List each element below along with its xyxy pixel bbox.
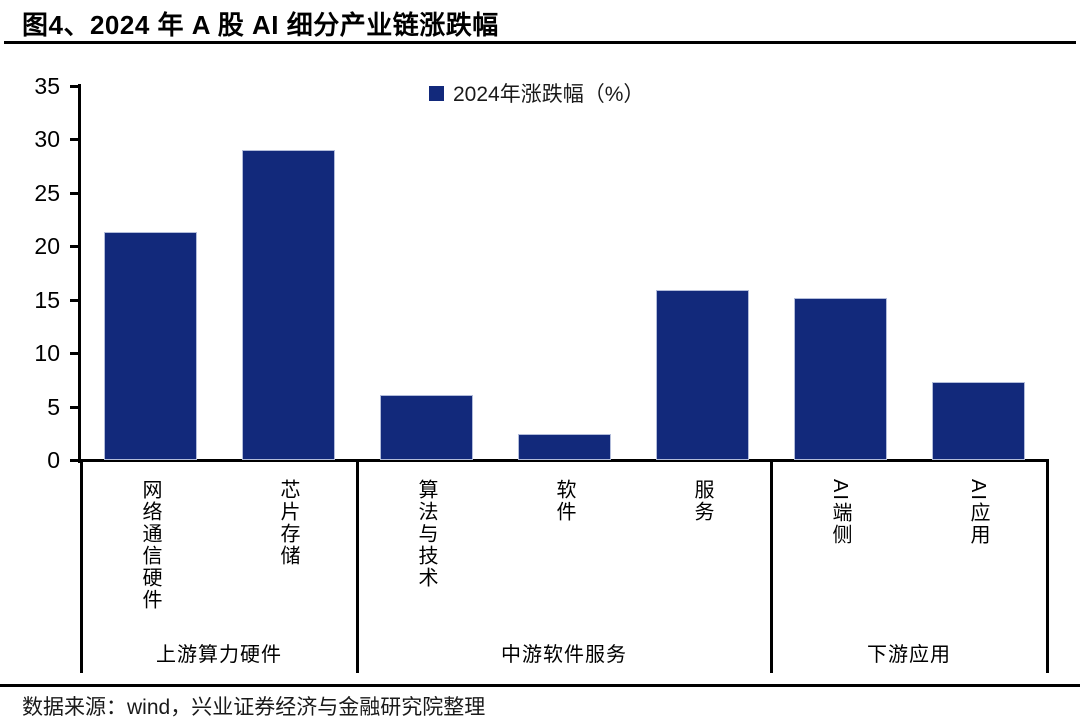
y-tick-label: 15: [34, 286, 60, 313]
y-axis-line: [78, 84, 81, 463]
bar: [931, 381, 1025, 460]
x-category-label: 网络通信硬件: [139, 479, 161, 611]
x-category-label: 算法与技术: [415, 479, 437, 589]
x-category-label: AI应用: [967, 479, 989, 546]
y-tick-mark: [70, 245, 81, 249]
y-tick-mark: [70, 85, 81, 88]
legend: 2024年涨跌幅（%）: [429, 78, 644, 108]
source-note: 数据来源：wind，兴业证券经济与金融研究院整理: [22, 696, 486, 719]
chart-title: 图4、2024 年 A 股 AI 细分产业链涨跌幅: [22, 10, 499, 40]
bar: [379, 394, 473, 460]
bar: [103, 232, 197, 460]
y-tick-mark: [70, 352, 81, 356]
y-tick-mark: [70, 191, 81, 195]
group-label: 下游应用: [867, 644, 951, 666]
footer-divider: [0, 684, 1080, 687]
title-divider: [4, 41, 1076, 44]
group-divider: [769, 459, 773, 673]
bar: [517, 434, 611, 460]
y-tick-mark: [70, 405, 81, 409]
y-tick-label: 30: [34, 126, 60, 153]
group-divider: [1045, 459, 1049, 673]
x-category-label: 芯片存储: [277, 479, 299, 567]
bar: [655, 290, 749, 460]
bar: [793, 297, 887, 460]
y-tick-label: 10: [34, 340, 60, 367]
y-tick-label: 0: [47, 447, 60, 473]
x-axis-baseline: [70, 459, 1047, 462]
legend-label: 2024年涨跌幅（%）: [453, 83, 645, 106]
y-tick-mark: [70, 138, 81, 142]
y-tick-label: 25: [34, 179, 60, 206]
bar: [241, 150, 335, 460]
group-label: 中游软件服务: [501, 644, 627, 666]
x-category-label: AI端侧: [829, 479, 851, 546]
group-divider: [79, 459, 83, 673]
y-tick-label: 20: [34, 233, 60, 260]
x-category-label: 软件: [553, 479, 575, 523]
group-label: 上游算力硬件: [156, 644, 282, 666]
y-tick-mark: [70, 298, 81, 302]
legend-swatch-icon: [429, 85, 444, 101]
x-category-label: 服务: [691, 479, 713, 523]
group-divider: [355, 459, 359, 673]
y-tick-label: 35: [34, 73, 60, 99]
y-tick-label: 5: [47, 393, 60, 420]
